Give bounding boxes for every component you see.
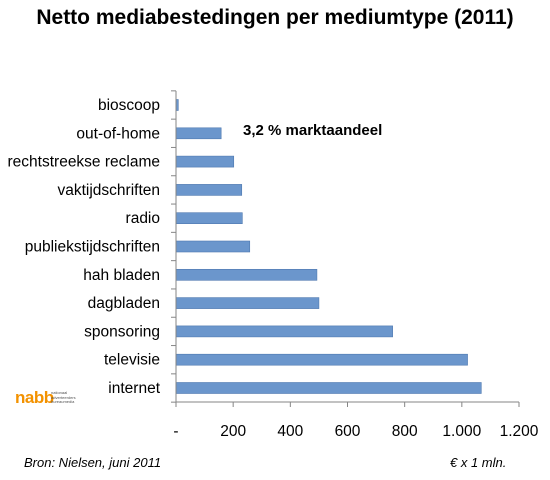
- x-tick-label: -: [173, 423, 178, 440]
- chart-title: Netto mediabestedingen per mediumtype (2…: [36, 6, 514, 29]
- category-label-televisie: televisie: [104, 352, 160, 369]
- bar-radio: [175, 212, 243, 224]
- bar-dagbladen: [175, 297, 320, 309]
- category-label-out-of-home: out-of-home: [76, 125, 160, 142]
- category-labels: bioscoop out-of-home rechtstreekse reclame…: [8, 97, 161, 397]
- category-label-radio: radio: [126, 210, 160, 227]
- axes: [171, 90, 520, 407]
- logo-wordmark: nabb: [15, 388, 54, 407]
- bar-publiekstijdschriften: [175, 240, 251, 253]
- market-share-annotation: 3,2 % marktaandeel: [243, 122, 382, 139]
- bar-rechtstreekse-reclame: [175, 155, 235, 168]
- nabb-logo: nabb nationaal adverteerders bureaumedia: [15, 388, 90, 414]
- x-axis-tick-labels: - 200 400 600 800 1.000 1.200: [173, 423, 538, 440]
- x-tick-label: 1.200: [500, 423, 539, 440]
- category-label-internet: internet: [108, 380, 160, 397]
- bar-sponsoring: [175, 325, 393, 338]
- category-label-hah-bladen: hah bladen: [83, 267, 160, 284]
- bars-layer: [175, 99, 482, 394]
- x-tick-label: 400: [277, 423, 303, 440]
- logo-tagline: nationaal adverteerders bureaumedia: [51, 390, 76, 404]
- x-tick-label: 600: [335, 423, 361, 440]
- category-label-dagbladen: dagbladen: [88, 295, 160, 312]
- bar-out-of-home: [175, 127, 222, 140]
- category-label-vaktijdschriften: vaktijdschriften: [57, 182, 160, 199]
- category-label-rechtstreekse-reclame: rechtstreekse reclame: [8, 154, 160, 171]
- x-tick-label: 200: [220, 423, 246, 440]
- category-label-sponsoring: sponsoring: [84, 323, 160, 340]
- bar-vaktijdschriften: [175, 184, 243, 196]
- source-note: Bron: Nielsen, juni 2011: [24, 455, 162, 470]
- bar-internet: [175, 382, 482, 394]
- bar-hah-bladen: [175, 268, 318, 281]
- bar-televisie: [175, 353, 468, 366]
- x-tick-label: 800: [392, 423, 418, 440]
- category-label-publiekstijdschriften: publiekstijdschriften: [25, 239, 160, 256]
- unit-note: € x 1 mln.: [450, 455, 507, 470]
- category-label-bioscoop: bioscoop: [98, 97, 160, 114]
- x-tick-label: 1.000: [442, 423, 481, 440]
